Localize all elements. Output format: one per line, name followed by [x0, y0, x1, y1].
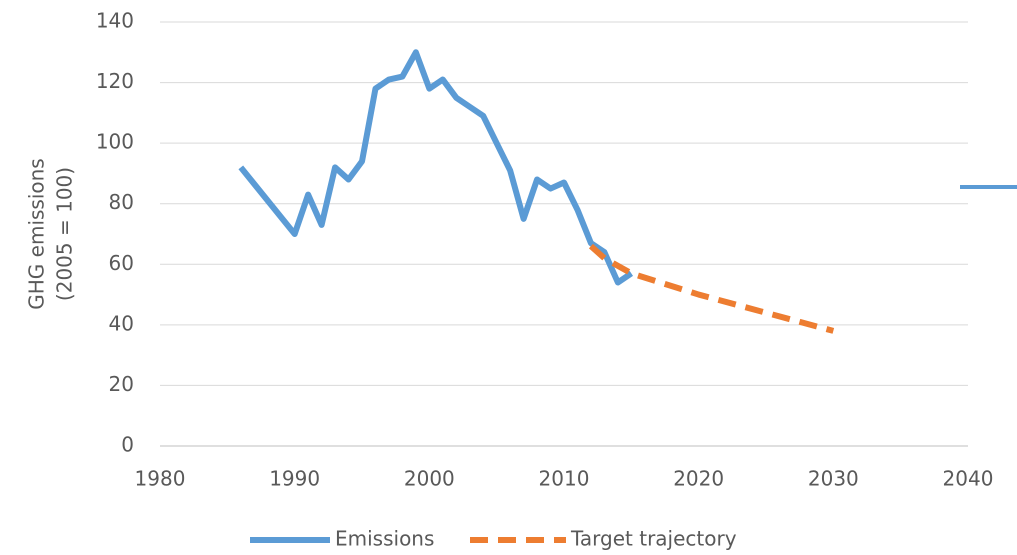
y-tick-label: 40 [109, 311, 134, 335]
data-line [588, 243, 835, 334]
x-tick-label: 2000 [404, 467, 455, 491]
y-tick-label: 80 [109, 190, 134, 214]
y-axis-label: (2005 = 100) [53, 167, 77, 301]
y-tick-label: 120 [96, 69, 134, 93]
y-tick-label: 20 [109, 372, 134, 396]
x-tick-label: 1990 [269, 467, 320, 491]
y-tick-label: 0 [121, 433, 134, 457]
legend-label: Emissions [335, 527, 434, 551]
data-line [238, 49, 634, 286]
x-tick-label: 2030 [808, 467, 859, 491]
x-tick-label: 2020 [673, 467, 724, 491]
y-tick-label: 140 [96, 9, 134, 33]
y-axis-label: GHG emissions [25, 158, 49, 309]
legend-label: Target trajectory [570, 527, 737, 551]
x-tick-label: 2040 [943, 467, 994, 491]
y-tick-label: 60 [109, 251, 134, 275]
y-tick-label: 100 [96, 130, 134, 154]
x-tick-label: 2010 [539, 467, 590, 491]
x-tick-label: 1980 [135, 467, 186, 491]
